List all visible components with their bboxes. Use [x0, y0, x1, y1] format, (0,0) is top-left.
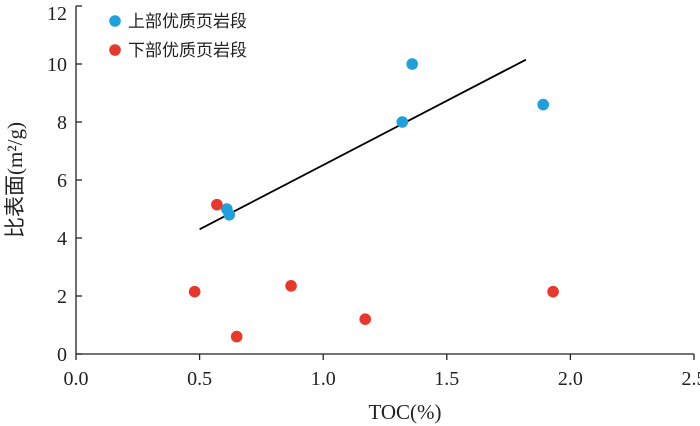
data-point-series-2 — [230, 330, 243, 343]
data-point-series-1 — [537, 98, 550, 111]
data-point-series-1 — [223, 209, 236, 221]
y-tick-label: 8 — [57, 112, 67, 134]
data-points — [188, 58, 559, 343]
y-tick-label: 6 — [57, 170, 67, 192]
y-tick-label: 4 — [57, 228, 67, 250]
x-axis-title: TOC(%) — [368, 400, 441, 424]
y-tick-label: 10 — [47, 54, 67, 76]
data-point-series-2 — [285, 280, 297, 292]
data-point-series-2 — [211, 198, 223, 211]
trend-line — [199, 58, 527, 231]
x-tick-label: 2.0 — [558, 368, 583, 390]
data-point-series-1 — [396, 116, 409, 128]
data-point-series-1 — [406, 58, 418, 70]
y-axis-title: 比表面(m²/g) — [3, 122, 27, 238]
data-point-series-2 — [547, 285, 559, 298]
legend-label: 下部优质页岩段 — [128, 41, 247, 61]
legend-marker — [109, 15, 121, 27]
y-tick-label: 12 — [47, 3, 67, 25]
y-tick-label: 0 — [57, 344, 67, 366]
x-tick-label: 1.5 — [434, 368, 459, 390]
data-point-series-2 — [188, 285, 201, 298]
x-tick-label: 1.0 — [311, 368, 336, 390]
legend-marker — [109, 44, 121, 56]
data-point-series-2 — [359, 313, 372, 326]
y-tick-label: 2 — [57, 286, 67, 308]
x-tick-label: 2.5 — [682, 368, 700, 390]
y-axis-ticks: 0 2 4 6 8 10 12 — [47, 3, 82, 366]
x-tick-label: 0.5 — [187, 368, 212, 390]
x-axis-ticks: 0.0 0.5 1.0 1.5 2.0 2.5 — [64, 354, 700, 390]
x-tick-label: 0.0 — [64, 368, 89, 390]
legend-label: 上部优质页岩段 — [128, 12, 247, 32]
